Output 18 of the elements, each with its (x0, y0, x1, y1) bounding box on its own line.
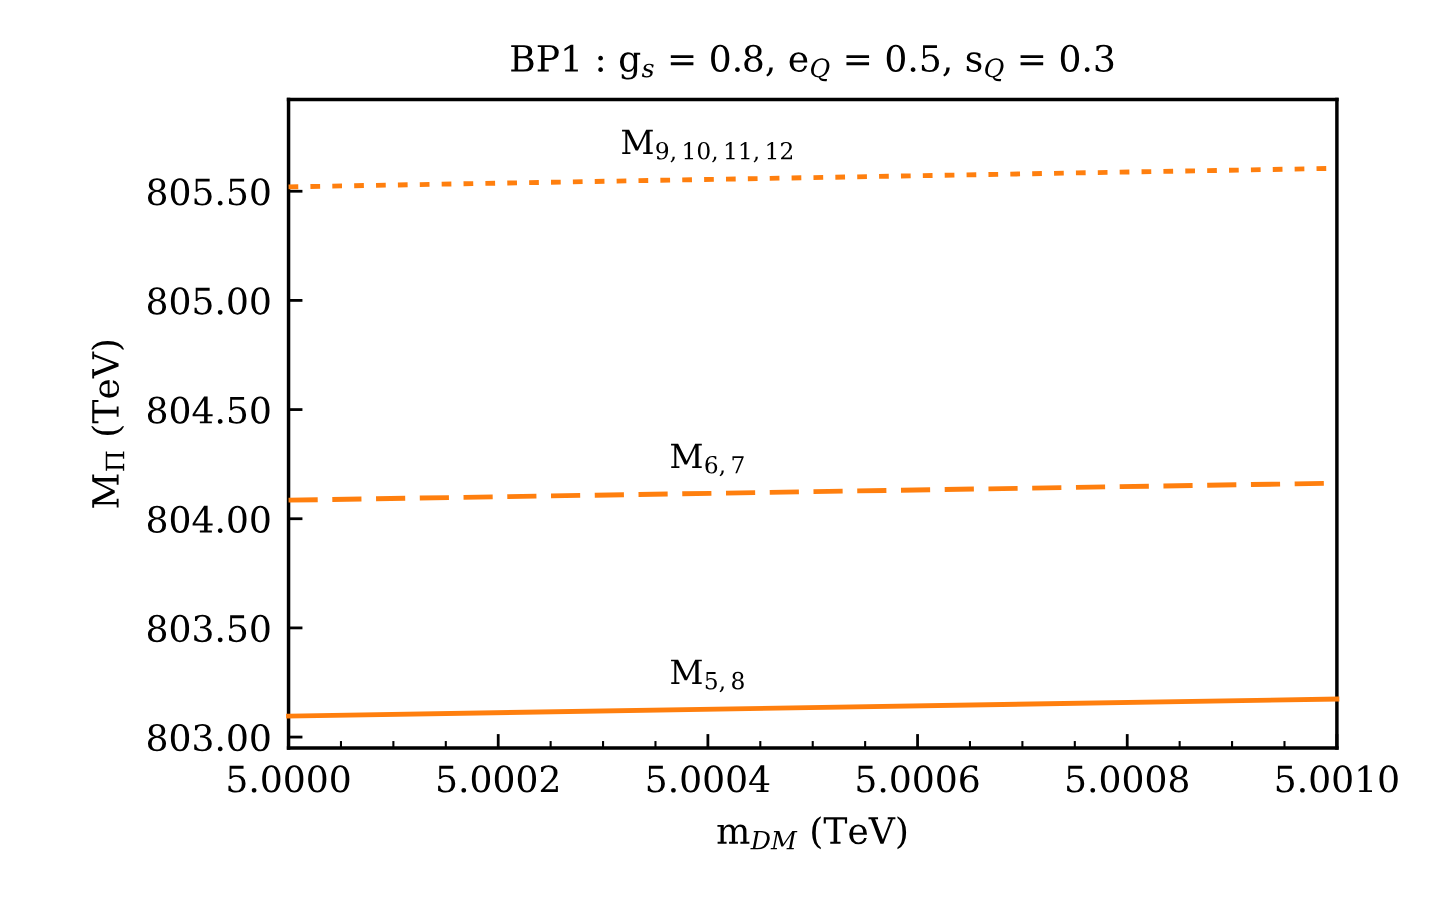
y-tick-label: 804.50 (147, 396, 270, 424)
chart-title: BP1 : g$_{s}$ = 0.8, e$_{Q}$ = 0.5, s$_{Q}$ = 0.3 (511, 44, 1114, 82)
series-label: M$_{5,8}$ (671, 659, 744, 693)
x-tick-label: 5.0008 (1067, 765, 1188, 793)
x-tick-label: 5.0006 (857, 765, 979, 793)
y-tick-label: 805.00 (147, 287, 270, 315)
series-label: M$_{9,10,11,12}$ (622, 129, 792, 163)
y-tick-label: 803.50 (147, 614, 270, 643)
y-axis-title: M$_{Π}$ (TeV) (91, 340, 125, 508)
y-tick-label: 804.00 (147, 505, 270, 533)
x-tick-label: 5.0002 (438, 765, 558, 793)
x-tick-label: 5.0000 (228, 765, 350, 793)
x-axis-title: m$_{DM}$ (TeV) (717, 816, 907, 850)
y-tick-label: 805.50 (147, 178, 270, 206)
x-tick-label: 5.0004 (647, 765, 770, 793)
y-tick-label: 803.00 (147, 723, 270, 752)
series-label: M$_{6,7}$ (671, 443, 744, 477)
x-tick-label: 5.0010 (1276, 765, 1398, 793)
